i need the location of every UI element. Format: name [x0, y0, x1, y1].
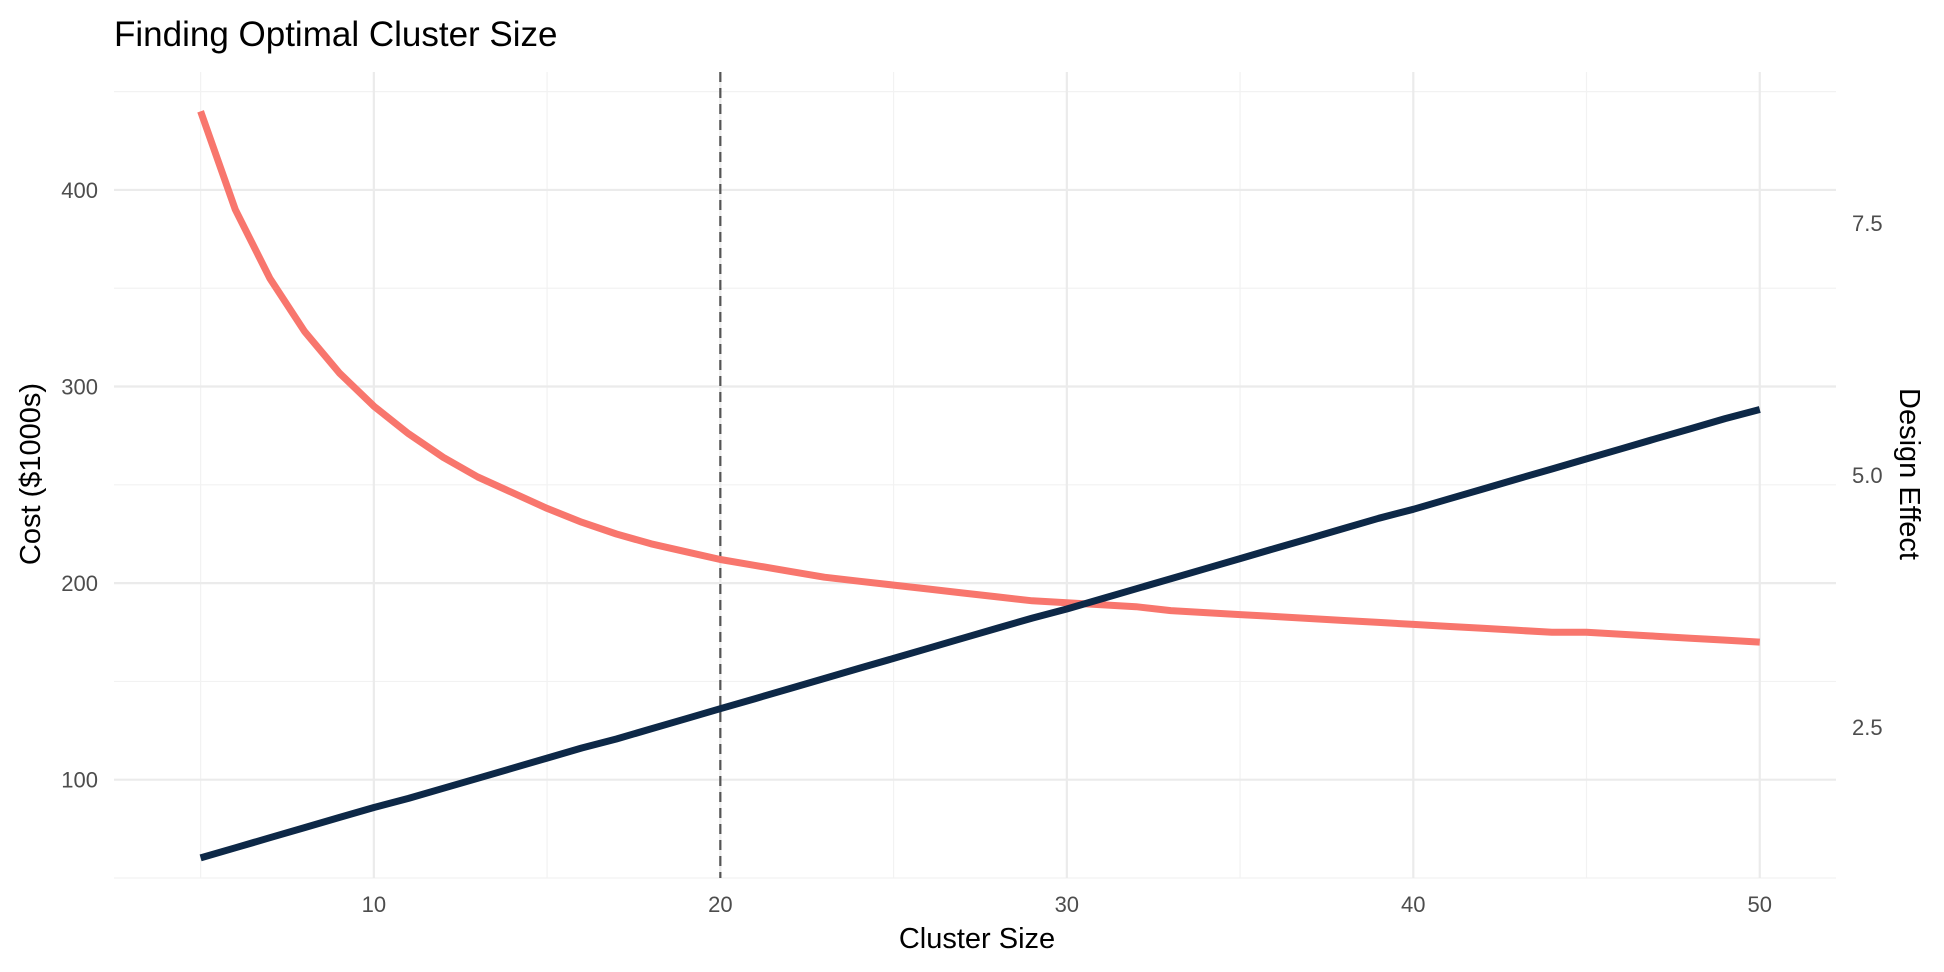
y-right-tick-label: 7.5 [1852, 211, 1883, 236]
x-tick-label: 30 [1055, 892, 1079, 917]
minor-gridlines [114, 72, 1836, 879]
x-tick-label: 20 [708, 892, 732, 917]
design-effect-line [199, 406, 1761, 862]
chart-title: Finding Optimal Cluster Size [114, 15, 558, 54]
y-tick-label: 200 [61, 571, 98, 596]
y-right-tick-label: 5.0 [1852, 463, 1883, 488]
y-axis-left-title: Cost ($1000s) [15, 383, 47, 565]
y-tick-label: 100 [61, 768, 98, 793]
cost-line [197, 110, 1761, 646]
x-tick-label: 40 [1401, 892, 1425, 917]
x-tick-label: 10 [362, 892, 386, 917]
y-axis-left-ticks: 100 200 300 400 [61, 178, 98, 793]
x-axis-title: Cluster Size [899, 923, 1055, 955]
series-layer [197, 110, 1761, 862]
y-axis-right-ticks: 2.5 5.0 7.5 [1852, 211, 1883, 740]
y-axis-right-title: Design Effect [1893, 388, 1925, 560]
x-tick-label: 50 [1748, 892, 1772, 917]
y-right-tick-label: 2.5 [1852, 715, 1883, 740]
y-tick-label: 300 [61, 375, 98, 400]
major-gridlines [114, 72, 1836, 878]
x-axis-ticks: 10 20 30 40 50 [362, 892, 1772, 917]
y-tick-label: 400 [61, 178, 98, 203]
